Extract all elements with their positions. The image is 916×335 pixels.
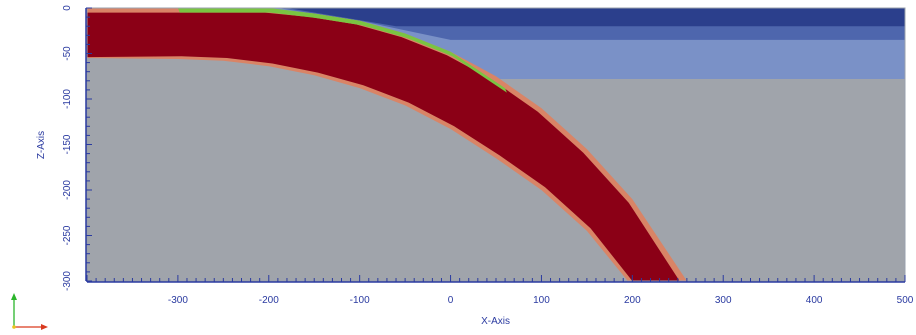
orientation-origin (12, 325, 16, 329)
orientation-axes-icon (11, 293, 48, 330)
x-tick-label: 100 (533, 295, 550, 306)
x-axis-title: X-Axis (481, 316, 510, 327)
z-tick-label: -250 (62, 225, 73, 245)
z-tick-label: -200 (62, 180, 73, 200)
sediment-layer (177, 8, 507, 93)
x-tick-label: 0 (448, 295, 454, 306)
subducting-slab (87, 12, 680, 281)
z-tick-label: -50 (62, 46, 73, 61)
ocean-layer-deep (287, 8, 905, 27)
orientation-right-arrow (41, 324, 48, 330)
x-tick-label: 200 (624, 295, 641, 306)
x-axis: -300 -200 -100 0 100 200 300 400 500 (86, 275, 914, 306)
z-tick-label: -150 (62, 134, 73, 154)
x-tick-label: 500 (897, 295, 914, 306)
z-axis: 0 -50 -100 -150 -200 -250 -300 (62, 5, 92, 291)
plot-area (86, 7, 906, 282)
z-tick-label: -300 (62, 271, 73, 291)
x-tick-label: 300 (715, 295, 732, 306)
z-tick-label: 0 (62, 5, 73, 11)
z-tick-label: -100 (62, 89, 73, 109)
orientation-up-arrow (11, 293, 17, 300)
x-tick-label: -100 (350, 295, 370, 306)
z-axis-title: Z-Axis (36, 131, 47, 159)
x-tick-label: 400 (806, 295, 823, 306)
x-tick-label: -300 (168, 295, 188, 306)
x-tick-label: -200 (259, 295, 279, 306)
